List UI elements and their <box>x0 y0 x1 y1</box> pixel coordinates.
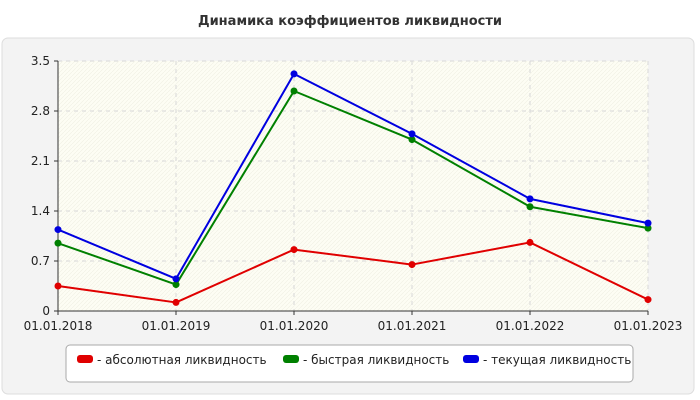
series-point <box>290 246 298 254</box>
axes: 0 0.7 1.4 2.1 2.8 3.5 01.01.2018 01.01.2019 01.0… <box>24 54 683 333</box>
y-tick-label: 3.5 <box>31 54 50 68</box>
series-point <box>54 239 62 247</box>
x-tick-label: 01.01.2018 <box>24 319 93 333</box>
series-2 <box>54 70 652 283</box>
series-point <box>526 238 534 246</box>
legend-swatch <box>463 355 479 363</box>
y-tick-label: 2.1 <box>31 154 50 168</box>
plot-area <box>58 61 648 311</box>
legend-label: - абсолютная ликвидность <box>97 353 267 367</box>
chart-title: Динамика коэффициентов ликвидности <box>198 14 502 29</box>
series-1 <box>54 87 652 289</box>
y-tick-label: 1.4 <box>31 204 50 218</box>
y-tick-label: 0 <box>42 304 50 318</box>
series-point <box>172 281 180 289</box>
series-0 <box>54 238 652 306</box>
series-point <box>644 219 652 227</box>
grid <box>58 60 649 311</box>
series-point <box>526 195 534 203</box>
series-point <box>408 136 416 144</box>
series-point <box>172 275 180 283</box>
series-point <box>644 296 652 304</box>
x-tick-label: 01.01.2023 <box>614 319 683 333</box>
y-tick-label: 2.8 <box>31 104 50 118</box>
legend-box <box>65 344 634 383</box>
x-tick-label: 01.01.2019 <box>142 319 211 333</box>
series-point <box>290 87 298 95</box>
series-point <box>290 70 298 78</box>
series-point <box>644 224 652 232</box>
x-tick-label: 01.01.2022 <box>496 319 565 333</box>
legend-swatch <box>283 355 299 363</box>
series-line <box>57 90 649 286</box>
y-tick-label: 0.7 <box>31 254 50 268</box>
legend-label: - быстрая ликвидность <box>303 353 449 367</box>
legend-swatch <box>77 355 93 363</box>
legend-label: - текущая ликвидность <box>483 353 631 367</box>
x-tick-label: 01.01.2021 <box>378 319 447 333</box>
series-point <box>54 226 62 234</box>
series-point <box>54 282 62 290</box>
series-point <box>526 203 534 211</box>
series-point <box>408 261 416 269</box>
series-point <box>172 298 180 306</box>
x-tick-label: 01.01.2020 <box>260 319 329 333</box>
series-line <box>57 72 649 280</box>
series-point <box>408 130 416 138</box>
series-layer <box>54 70 652 306</box>
series-line <box>57 241 649 304</box>
legend: - абсолютная ликвидность - быстрая ликвид… <box>65 344 634 383</box>
